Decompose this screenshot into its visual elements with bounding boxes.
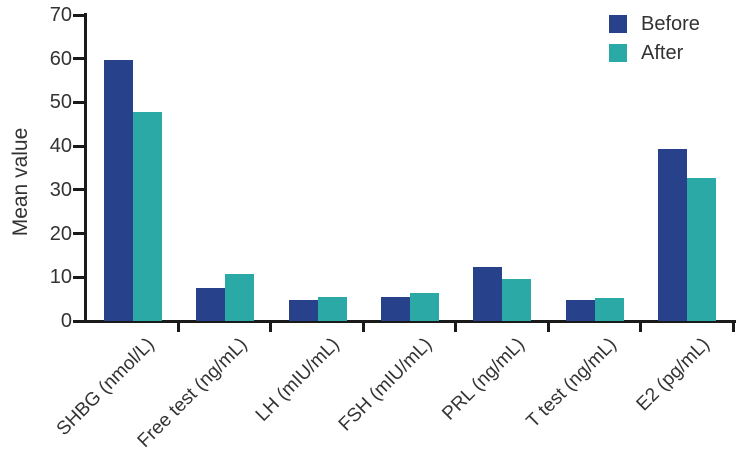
y-tick (73, 13, 86, 17)
y-tick (73, 319, 86, 323)
bar-after-7 (687, 177, 717, 321)
bar-before-6 (565, 299, 595, 321)
bar-after-6 (594, 298, 624, 321)
y-tick-label: 50 (49, 91, 72, 114)
y-tick (73, 188, 86, 192)
x-tick (176, 321, 180, 332)
y-tick-label: 10 (49, 266, 72, 289)
x-tick (639, 321, 643, 332)
y-tick-label: 0 (60, 310, 72, 332)
bar-before-2 (196, 287, 226, 321)
after-color-swatch (609, 44, 627, 62)
y-tick (73, 275, 86, 279)
x-tick (731, 321, 735, 332)
before-color-swatch (609, 15, 627, 33)
y-tick (73, 57, 86, 61)
y-tick-label: 30 (49, 178, 72, 201)
legend-item-before: Before (609, 14, 700, 34)
x-tick (361, 321, 365, 332)
legend-item-after: After (609, 43, 700, 63)
x-axis-line (84, 320, 736, 323)
bar-before-3 (288, 299, 318, 321)
x-axis-label: LH (mIU/mL) (252, 334, 344, 426)
x-tick (269, 321, 273, 332)
y-tick (73, 100, 86, 104)
legend-label-after: After (641, 42, 684, 64)
x-axis-label: E2 (pg/mL) (632, 334, 714, 416)
y-tick-label: 40 (49, 135, 72, 158)
bar-before-5 (473, 267, 503, 321)
x-axis-label: FSH (mIU/mL) (334, 334, 437, 436)
bar-before-4 (380, 296, 410, 321)
bar-after-3 (317, 296, 347, 321)
x-axis-label: T test (ng/mL) (522, 334, 622, 433)
x-tick (546, 321, 550, 332)
x-axis-label: PRL (ng/mL) (438, 334, 529, 425)
bar-after-1 (132, 111, 162, 321)
y-tick-label: 20 (49, 222, 72, 245)
x-tick (454, 321, 458, 332)
bar-before-1 (103, 60, 133, 321)
x-axis-label: SHBG (nmol/L) (53, 334, 160, 440)
legend: Before After (609, 14, 700, 72)
legend-label-before: Before (641, 13, 700, 35)
bar-after-2 (225, 274, 255, 321)
y-tick-label: 70 (49, 4, 72, 26)
bar-after-4 (409, 293, 439, 321)
bar-before-7 (658, 148, 688, 321)
y-tick (73, 144, 86, 148)
y-tick (73, 232, 86, 236)
y-tick-label: 60 (49, 47, 72, 70)
bar-after-5 (502, 279, 532, 321)
y-axis-line (84, 13, 87, 323)
